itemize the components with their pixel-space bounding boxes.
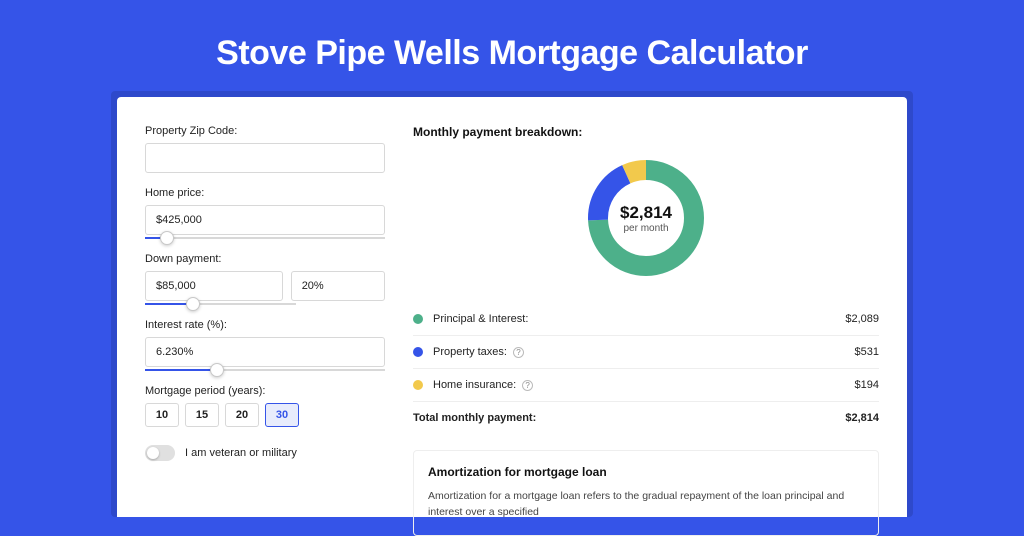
amortization-text: Amortization for a mortgage loan refers … [428, 489, 864, 521]
breakdown-value: $531 [855, 346, 879, 358]
breakdown-value: $194 [855, 379, 879, 391]
home-price-field: Home price: [145, 187, 385, 239]
down-payment-input[interactable] [145, 271, 283, 301]
breakdown-label: Home insurance: ? [433, 379, 855, 391]
zip-field: Property Zip Code: [145, 125, 385, 173]
home-price-input[interactable] [145, 205, 385, 235]
interest-rate-field: Interest rate (%): [145, 319, 385, 371]
dot-icon [413, 347, 423, 357]
period-field: Mortgage period (years): 10 15 20 30 [145, 385, 385, 427]
period-btn-10[interactable]: 10 [145, 403, 179, 427]
down-payment-slider[interactable] [145, 303, 296, 305]
period-buttons: 10 15 20 30 [145, 403, 385, 427]
down-payment-label: Down payment: [145, 253, 385, 265]
down-payment-field: Down payment: [145, 253, 385, 305]
period-btn-20[interactable]: 20 [225, 403, 259, 427]
period-label: Mortgage period (years): [145, 385, 385, 397]
breakdown-row-pi: Principal & Interest: $2,089 [413, 303, 879, 336]
calculator-card: Property Zip Code: Home price: Down paym… [117, 97, 907, 517]
veteran-toggle[interactable] [145, 445, 175, 461]
home-price-label: Home price: [145, 187, 385, 199]
down-payment-pct-input[interactable] [291, 271, 385, 301]
breakdown-title: Monthly payment breakdown: [413, 125, 879, 139]
veteran-label: I am veteran or military [185, 447, 297, 459]
dot-icon [413, 314, 423, 324]
breakdown-list: Principal & Interest: $2,089 Property ta… [413, 303, 879, 434]
interest-rate-slider[interactable] [145, 369, 385, 371]
breakdown-row-total: Total monthly payment: $2,814 [413, 402, 879, 434]
breakdown-value: $2,089 [845, 313, 879, 325]
breakdown-label: Principal & Interest: [433, 313, 845, 325]
page-title: Stove Pipe Wells Mortgage Calculator [0, 0, 1024, 97]
breakdown-column: Monthly payment breakdown: $2,814 per mo… [413, 125, 879, 517]
period-btn-15[interactable]: 15 [185, 403, 219, 427]
breakdown-total-value: $2,814 [845, 412, 879, 424]
breakdown-row-tax: Property taxes: ? $531 [413, 336, 879, 369]
donut-chart: $2,814 per month [581, 153, 711, 283]
inputs-column: Property Zip Code: Home price: Down paym… [145, 125, 385, 517]
info-icon[interactable]: ? [513, 347, 524, 358]
breakdown-label: Property taxes: ? [433, 346, 855, 358]
donut-sub: per month [623, 223, 668, 234]
home-price-slider[interactable] [145, 237, 385, 239]
period-btn-30[interactable]: 30 [265, 403, 299, 427]
dot-icon [413, 380, 423, 390]
donut-chart-wrap: $2,814 per month [413, 153, 879, 283]
donut-amount: $2,814 [620, 203, 672, 223]
zip-label: Property Zip Code: [145, 125, 385, 137]
amortization-title: Amortization for mortgage loan [428, 465, 864, 479]
breakdown-total-label: Total monthly payment: [413, 412, 845, 424]
amortization-card: Amortization for mortgage loan Amortizat… [413, 450, 879, 536]
info-icon[interactable]: ? [522, 380, 533, 391]
veteran-row: I am veteran or military [145, 445, 385, 461]
interest-rate-input[interactable] [145, 337, 385, 367]
breakdown-row-ins: Home insurance: ? $194 [413, 369, 879, 402]
zip-input[interactable] [145, 143, 385, 173]
interest-rate-label: Interest rate (%): [145, 319, 385, 331]
